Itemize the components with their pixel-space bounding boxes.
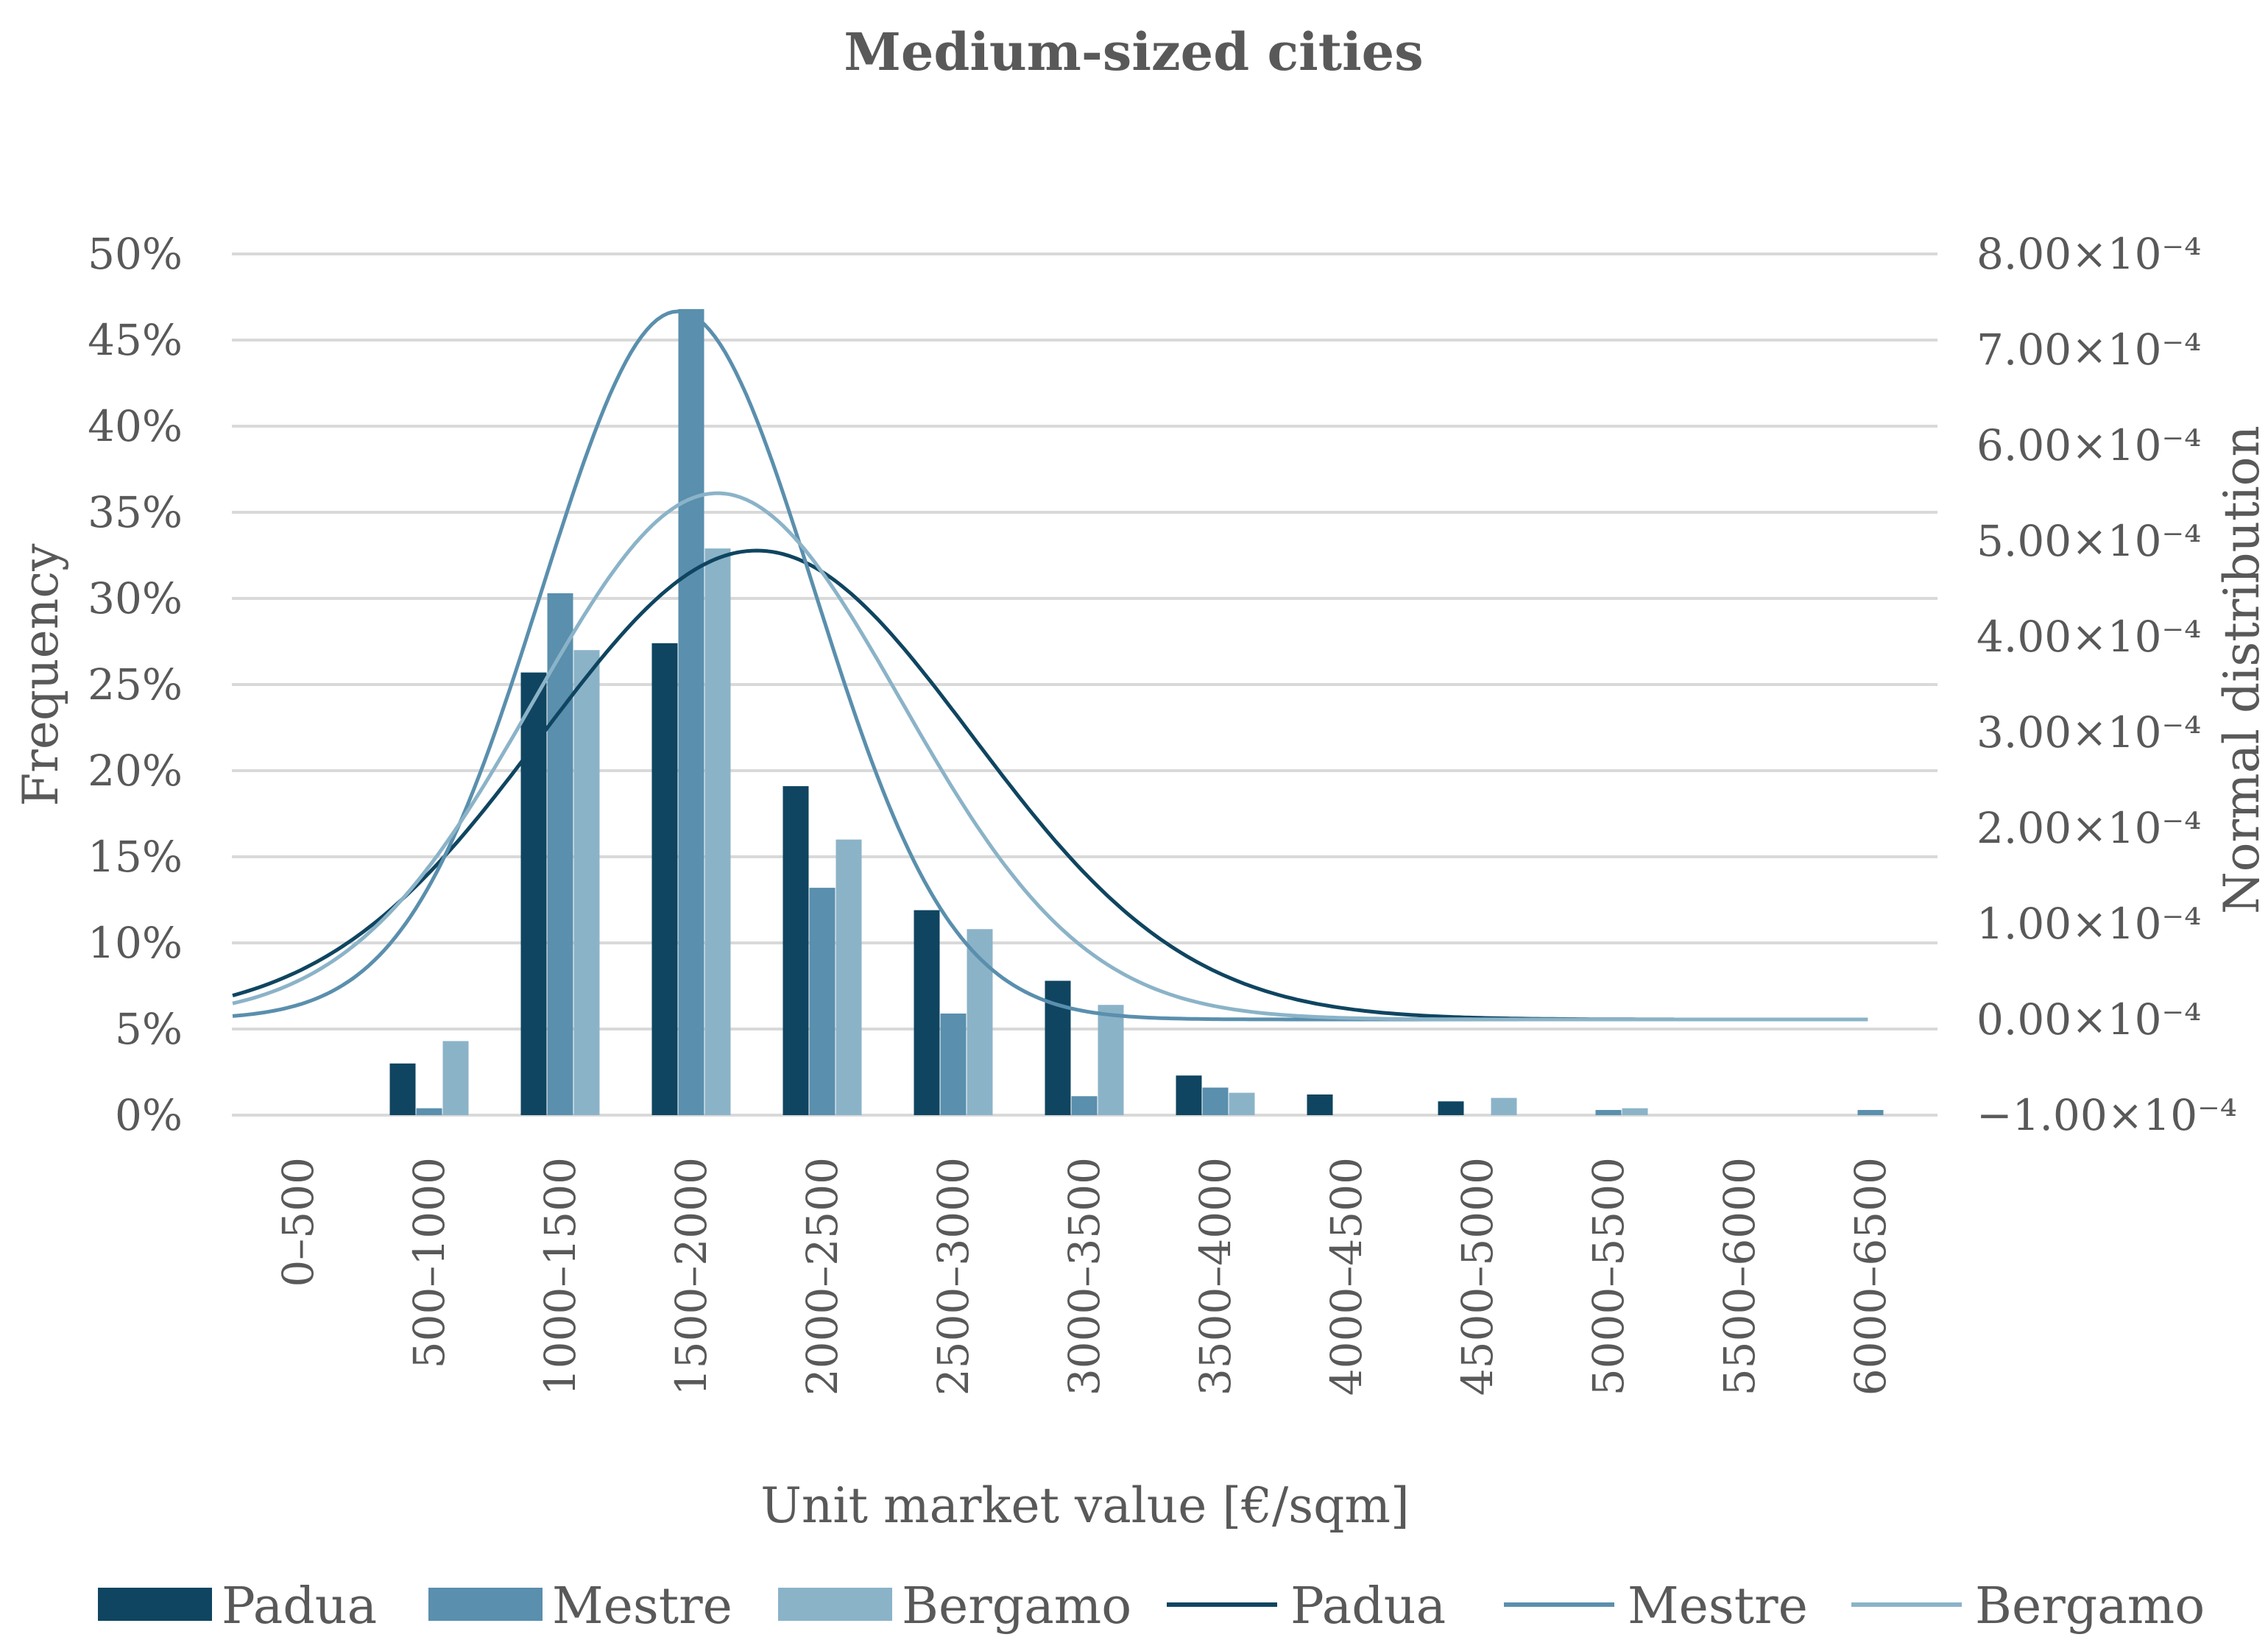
bar-padua xyxy=(651,643,678,1115)
y-tick-label: 35% xyxy=(88,487,183,537)
x-axis-title: Unit market value [€/sqm] xyxy=(760,1477,1410,1534)
y-tick-label: 50% xyxy=(88,229,183,279)
bar-bergamo xyxy=(1229,1092,1255,1115)
x-tick-label: 6000–6500 xyxy=(1845,1157,1896,1396)
legend-swatch-bar xyxy=(428,1588,543,1621)
legend-label: Mestre xyxy=(552,1577,732,1636)
bar-padua xyxy=(1438,1101,1464,1115)
bar-bergamo xyxy=(1622,1108,1648,1115)
legend-label: Padua xyxy=(222,1577,377,1636)
bar-bergamo xyxy=(442,1041,469,1115)
x-tick-label: 2000–2500 xyxy=(797,1157,847,1396)
x-tick-label: 4500–5000 xyxy=(1452,1157,1502,1396)
y-tick-label: 0% xyxy=(115,1090,183,1140)
x-tick-label: 3500–4000 xyxy=(1190,1157,1240,1396)
y2-axis-ticks: −1.00×10⁻⁴ 0.00×10⁻⁴ 1.00×10⁻⁴ 2.00×10⁻⁴ 3.0… xyxy=(1976,229,2237,1140)
legend-label: Bergamo xyxy=(902,1577,1131,1636)
x-axis-ticks: 0–500 500–1000 1000–1500 1500–2000 2000–2500… xyxy=(273,1157,1896,1396)
bar-bergamo xyxy=(836,839,862,1115)
legend-label: Mestre xyxy=(1628,1577,1808,1636)
bar-mestre xyxy=(547,593,573,1115)
y2-tick-label: 8.00×10⁻⁴ xyxy=(1976,229,2201,279)
bar-padua xyxy=(520,672,547,1115)
curve-padua xyxy=(232,548,1674,1022)
y-axis-title: Frequency xyxy=(13,543,69,807)
curve-bergamo xyxy=(232,491,1868,1022)
y-tick-label: 15% xyxy=(88,832,183,882)
x-tick-label: 5500–6000 xyxy=(1714,1157,1764,1396)
bar-mestre xyxy=(678,308,704,1115)
x-tick-label: 5000–5500 xyxy=(1583,1157,1633,1396)
bars xyxy=(389,308,1884,1115)
bar-bergamo xyxy=(704,548,731,1115)
bar-mestre xyxy=(1857,1109,1884,1115)
curve-mestre xyxy=(232,309,1674,1022)
y-tick-label: 25% xyxy=(88,660,183,710)
y2-tick-label: 6.00×10⁻⁴ xyxy=(1976,420,2201,470)
y-axis-ticks: 0% 5% 10% 15% 20% 25% 30% 35% 40% 45% 50% xyxy=(88,229,183,1140)
bar-padua xyxy=(1176,1075,1202,1115)
y-tick-label: 10% xyxy=(88,918,183,968)
gridlines xyxy=(232,252,1937,1117)
y-tick-label: 30% xyxy=(88,573,183,623)
y2-tick-label: 0.00×10⁻⁴ xyxy=(1976,994,2201,1044)
x-tick-label: 1000–1500 xyxy=(535,1157,585,1396)
normal-curves xyxy=(232,309,1868,1022)
bar-bergamo xyxy=(573,650,600,1115)
bar-mestre xyxy=(809,888,836,1115)
bar-padua xyxy=(783,786,809,1115)
x-tick-label: 3000–3500 xyxy=(1059,1157,1109,1396)
x-tick-label: 2500–3000 xyxy=(928,1157,978,1396)
y-tick-label: 20% xyxy=(88,746,183,796)
legend-swatch-bar xyxy=(98,1588,212,1621)
bar-mestre xyxy=(1202,1087,1229,1115)
legend-label: Bergamo xyxy=(1975,1577,2205,1636)
bar-mestre xyxy=(1595,1109,1622,1115)
y2-axis-title: Normal distribution xyxy=(2214,425,2268,914)
y2-tick-label: 5.00×10⁻⁴ xyxy=(1976,516,2201,566)
y2-tick-label: 2.00×10⁻⁴ xyxy=(1976,803,2201,853)
bar-mestre xyxy=(1071,1096,1098,1115)
y2-tick-label: 1.00×10⁻⁴ xyxy=(1976,899,2201,949)
bar-mestre xyxy=(940,1013,967,1115)
legend-label: Padua xyxy=(1290,1577,1446,1636)
bar-padua xyxy=(389,1063,416,1115)
x-tick-label: 4000–4500 xyxy=(1321,1157,1371,1396)
y2-tick-label: 3.00×10⁻⁴ xyxy=(1976,707,2201,757)
y2-tick-label: −1.00×10⁻⁴ xyxy=(1976,1090,2237,1140)
bar-padua xyxy=(1307,1094,1333,1115)
x-tick-label: 1500–2000 xyxy=(666,1157,716,1396)
y-tick-label: 5% xyxy=(115,1004,183,1054)
bar-bergamo xyxy=(1098,1005,1124,1115)
y-tick-label: 40% xyxy=(88,401,183,451)
y-tick-label: 45% xyxy=(88,315,183,365)
bar-mestre xyxy=(416,1108,442,1115)
bar-bergamo xyxy=(1491,1097,1517,1115)
x-tick-label: 0–500 xyxy=(273,1157,323,1287)
bar-padua xyxy=(914,910,940,1115)
legend-swatch-bar xyxy=(778,1588,892,1621)
legend: Padua Mestre Bergamo Padua Mestre Bergamo xyxy=(98,1577,2205,1636)
x-tick-label: 500–1000 xyxy=(404,1157,454,1368)
y2-tick-label: 7.00×10⁻⁴ xyxy=(1976,325,2201,375)
chart-title: Medium-sized cities xyxy=(844,21,1423,82)
y2-tick-label: 4.00×10⁻⁴ xyxy=(1976,612,2201,662)
